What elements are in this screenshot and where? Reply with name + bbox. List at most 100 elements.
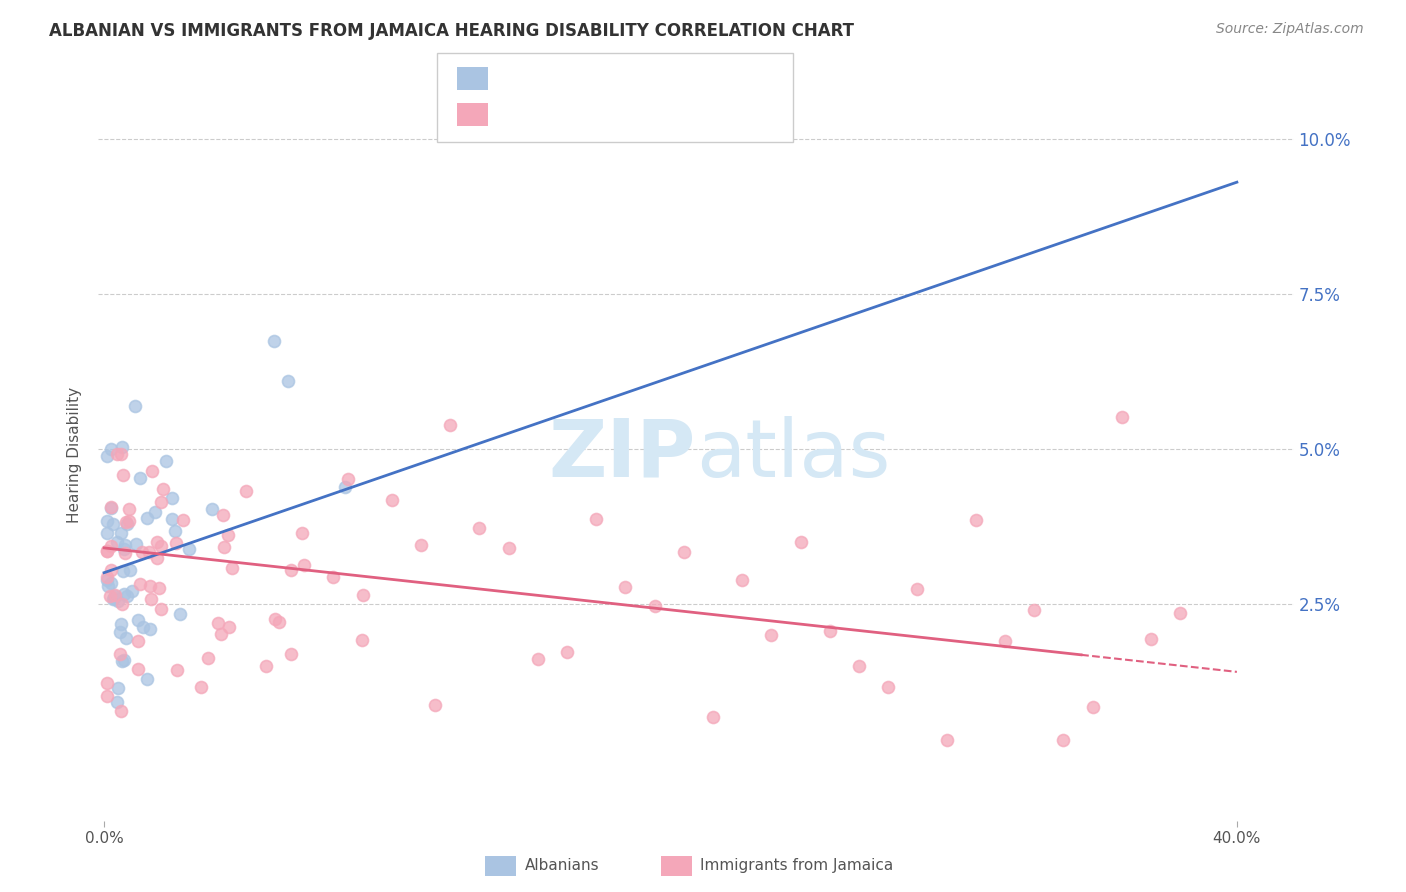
Point — [877, 680, 900, 694]
Point — [965, 512, 987, 526]
Point — [125, 537, 148, 551]
Text: Source: ZipAtlas.com: Source: ZipAtlas.com — [1216, 22, 1364, 37]
Point — [100, 500, 122, 514]
Point — [905, 582, 928, 597]
Point — [112, 653, 135, 667]
Point — [124, 400, 146, 414]
Point — [120, 563, 142, 577]
Point — [107, 594, 129, 608]
Point — [702, 709, 724, 723]
Point — [103, 591, 125, 605]
Point — [115, 631, 138, 645]
Point — [221, 561, 243, 575]
Point — [100, 539, 122, 553]
Point — [160, 491, 183, 506]
Point — [117, 502, 139, 516]
Point — [292, 558, 315, 572]
Text: R =: R = — [496, 69, 537, 87]
Point — [96, 514, 118, 528]
Point — [614, 580, 637, 594]
Point — [555, 645, 578, 659]
Point — [143, 505, 166, 519]
Point — [169, 607, 191, 621]
Point — [132, 620, 155, 634]
Point — [110, 526, 132, 541]
Point — [146, 535, 169, 549]
Point — [115, 516, 138, 531]
Text: N =: N = — [609, 69, 645, 87]
Text: Immigrants from Jamaica: Immigrants from Jamaica — [700, 858, 893, 872]
Point — [848, 659, 870, 673]
Text: N =: N = — [609, 104, 645, 122]
Point — [110, 625, 132, 640]
Point — [114, 538, 136, 552]
Point — [104, 589, 127, 603]
Point — [212, 540, 235, 554]
Point — [218, 620, 240, 634]
Point — [105, 447, 128, 461]
Point — [141, 464, 163, 478]
Point — [101, 516, 124, 531]
Point — [761, 628, 783, 642]
Point — [139, 622, 162, 636]
Point — [585, 512, 607, 526]
Point — [381, 492, 404, 507]
Point — [423, 698, 446, 712]
Point — [110, 647, 132, 661]
Point — [115, 589, 138, 603]
Point — [118, 514, 141, 528]
Text: Albanians: Albanians — [524, 858, 599, 872]
Point — [127, 613, 149, 627]
Point — [150, 495, 173, 509]
Point — [101, 592, 124, 607]
Point — [201, 502, 224, 516]
Point — [148, 581, 170, 595]
Text: -0.317: -0.317 — [536, 104, 595, 122]
Point — [127, 662, 149, 676]
Point — [1052, 733, 1074, 747]
Point — [128, 577, 150, 591]
Point — [526, 652, 548, 666]
Point — [105, 535, 128, 549]
Point — [172, 512, 194, 526]
Point — [212, 508, 235, 523]
Point — [135, 511, 157, 525]
Point — [498, 541, 520, 555]
Point — [789, 535, 811, 549]
Point — [291, 526, 314, 541]
Point — [111, 440, 134, 454]
Point — [155, 454, 177, 468]
Point — [138, 545, 160, 559]
Point — [277, 374, 299, 388]
Point — [136, 672, 159, 686]
Point — [1081, 699, 1104, 714]
Point — [352, 632, 374, 647]
Point — [235, 484, 257, 499]
Point — [149, 602, 172, 616]
Point — [114, 515, 136, 529]
Point — [152, 482, 174, 496]
Text: atlas: atlas — [696, 416, 890, 494]
Point — [352, 588, 374, 602]
Point — [110, 704, 132, 718]
Point — [163, 524, 186, 538]
Point — [197, 651, 219, 665]
Point — [139, 579, 162, 593]
Point — [107, 681, 129, 695]
Point — [141, 591, 163, 606]
Point — [267, 615, 290, 629]
Point — [818, 624, 841, 639]
Text: ZIP: ZIP — [548, 416, 696, 494]
Point — [177, 542, 200, 557]
Point — [96, 544, 118, 558]
Y-axis label: Hearing Disability: Hearing Disability — [67, 387, 83, 523]
Point — [254, 659, 277, 673]
Point — [110, 616, 132, 631]
Point — [165, 536, 187, 550]
Point — [190, 680, 212, 694]
Point — [112, 467, 135, 482]
Point — [112, 565, 135, 579]
Point — [1111, 410, 1133, 425]
Point — [731, 573, 754, 587]
Point — [1140, 632, 1163, 646]
